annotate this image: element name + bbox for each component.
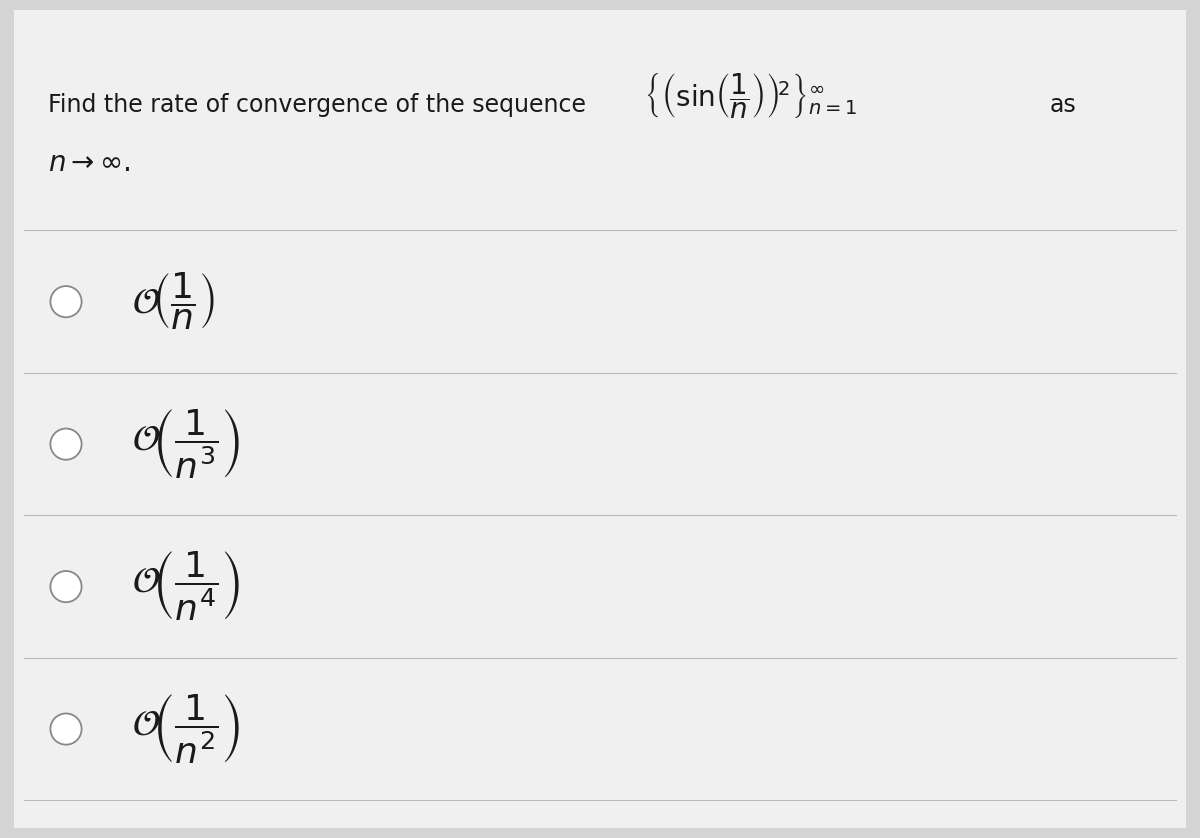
Ellipse shape — [50, 713, 82, 745]
Text: $\mathcal{O}\!\left(\dfrac{1}{n^3}\right)$: $\mathcal{O}\!\left(\dfrac{1}{n^3}\right… — [132, 407, 240, 481]
Text: $\mathcal{O}\!\left(\dfrac{1}{n}\right)$: $\mathcal{O}\!\left(\dfrac{1}{n}\right)$ — [132, 271, 215, 333]
Text: as: as — [1050, 93, 1076, 116]
Ellipse shape — [50, 571, 82, 603]
Text: Find the rate of convergence of the sequence: Find the rate of convergence of the sequ… — [48, 93, 586, 116]
Text: $\mathcal{O}\!\left(\dfrac{1}{n^4}\right)$: $\mathcal{O}\!\left(\dfrac{1}{n^4}\right… — [132, 550, 240, 623]
Ellipse shape — [50, 428, 82, 460]
Text: $n \rightarrow \infty.$: $n \rightarrow \infty.$ — [48, 150, 131, 177]
Text: $\mathcal{O}\!\left(\dfrac{1}{n^2}\right)$: $\mathcal{O}\!\left(\dfrac{1}{n^2}\right… — [132, 692, 240, 766]
Text: $\left\{\left(\sin\!\left(\dfrac{1}{n}\right)\right)^{\!2}\right\}_{n=1}^{\infty: $\left\{\left(\sin\!\left(\dfrac{1}{n}\r… — [643, 71, 857, 122]
Ellipse shape — [50, 286, 82, 318]
FancyBboxPatch shape — [14, 10, 1186, 828]
